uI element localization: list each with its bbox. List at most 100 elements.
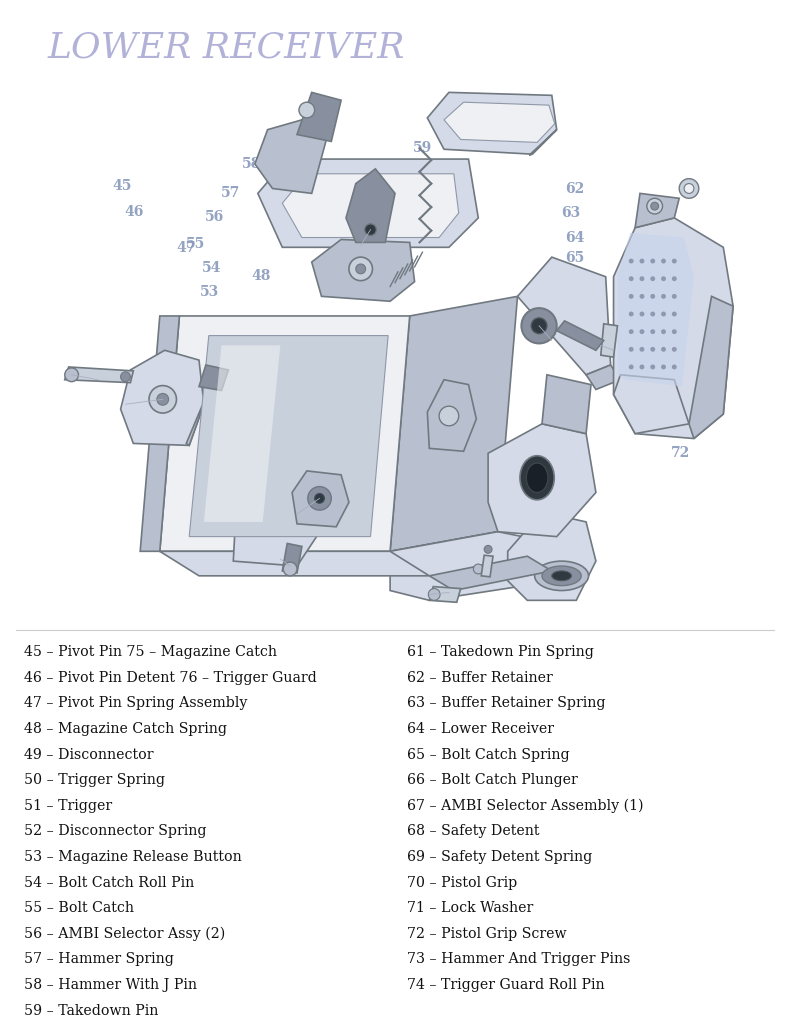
Circle shape	[672, 276, 677, 282]
Text: 55: 55	[186, 237, 205, 251]
Text: 54 – Bolt Catch Roll Pin: 54 – Bolt Catch Roll Pin	[24, 876, 194, 890]
Circle shape	[299, 102, 314, 118]
Polygon shape	[508, 512, 596, 600]
Text: LOWER RECEIVER: LOWER RECEIVER	[47, 31, 405, 65]
Text: 59: 59	[413, 141, 432, 156]
Circle shape	[640, 347, 645, 352]
Polygon shape	[233, 498, 317, 566]
Text: 49: 49	[172, 323, 191, 337]
Polygon shape	[140, 316, 179, 551]
Polygon shape	[488, 424, 596, 537]
Circle shape	[672, 311, 677, 316]
Circle shape	[672, 347, 677, 352]
Polygon shape	[204, 345, 280, 522]
Text: 53: 53	[200, 285, 219, 299]
Circle shape	[661, 259, 666, 263]
Text: 56: 56	[205, 210, 224, 224]
Text: 70: 70	[592, 359, 611, 374]
Polygon shape	[186, 404, 204, 445]
Polygon shape	[65, 367, 134, 383]
Text: 55 – Bolt Catch: 55 – Bolt Catch	[24, 901, 134, 915]
Ellipse shape	[520, 456, 555, 500]
Text: 63: 63	[561, 206, 580, 220]
Circle shape	[521, 308, 557, 343]
Circle shape	[661, 311, 666, 316]
Polygon shape	[292, 471, 349, 526]
Ellipse shape	[551, 571, 571, 581]
Text: 46: 46	[125, 205, 144, 219]
Polygon shape	[282, 544, 302, 572]
Text: 66: 66	[566, 271, 585, 286]
Circle shape	[629, 259, 634, 263]
Circle shape	[356, 264, 366, 273]
Text: 62: 62	[566, 182, 585, 197]
Polygon shape	[557, 321, 604, 350]
Text: 64 – Lower Receiver: 64 – Lower Receiver	[407, 722, 554, 736]
Text: 58 – Hammer With J Pin: 58 – Hammer With J Pin	[24, 978, 197, 992]
Text: 69: 69	[581, 336, 600, 350]
Polygon shape	[427, 380, 476, 452]
Polygon shape	[390, 531, 527, 575]
Text: 48 – Magazine Catch Spring: 48 – Magazine Catch Spring	[24, 722, 227, 736]
Text: 66 – Bolt Catch Plunger: 66 – Bolt Catch Plunger	[407, 773, 577, 787]
Text: 60: 60	[431, 165, 450, 179]
Text: 61 – Takedown Pin Spring: 61 – Takedown Pin Spring	[407, 645, 594, 659]
Text: 68: 68	[574, 312, 592, 327]
Circle shape	[650, 365, 655, 370]
Text: 69 – Safety Detent Spring: 69 – Safety Detent Spring	[407, 850, 592, 864]
Polygon shape	[199, 365, 228, 390]
Polygon shape	[427, 92, 557, 155]
Polygon shape	[586, 365, 620, 389]
Circle shape	[314, 494, 325, 503]
Text: 67: 67	[571, 292, 590, 306]
Polygon shape	[297, 92, 341, 141]
Circle shape	[672, 294, 677, 299]
Polygon shape	[312, 240, 415, 301]
Text: 61: 61	[455, 100, 474, 115]
Polygon shape	[614, 218, 733, 438]
Circle shape	[650, 347, 655, 352]
Text: 72 – Pistol Grip Screw: 72 – Pistol Grip Screw	[407, 927, 566, 941]
Polygon shape	[282, 174, 459, 238]
Text: 68 – Safety Detent: 68 – Safety Detent	[407, 824, 540, 839]
Polygon shape	[689, 296, 733, 438]
Polygon shape	[346, 169, 395, 243]
Circle shape	[661, 329, 666, 334]
Ellipse shape	[542, 566, 581, 586]
Circle shape	[661, 276, 666, 282]
Circle shape	[661, 347, 666, 352]
Circle shape	[650, 311, 655, 316]
Text: 57: 57	[221, 185, 240, 200]
Polygon shape	[390, 531, 557, 600]
Circle shape	[365, 224, 376, 236]
Circle shape	[428, 589, 440, 600]
Polygon shape	[160, 316, 410, 551]
Text: 65 – Bolt Catch Spring: 65 – Bolt Catch Spring	[407, 748, 570, 762]
Circle shape	[647, 199, 663, 214]
Circle shape	[629, 329, 634, 334]
Polygon shape	[189, 336, 388, 537]
Text: 64: 64	[566, 230, 585, 245]
Ellipse shape	[526, 463, 548, 493]
Text: 74 – Trigger Guard Roll Pin: 74 – Trigger Guard Roll Pin	[407, 978, 604, 992]
Circle shape	[640, 329, 645, 334]
Circle shape	[349, 257, 372, 281]
Circle shape	[629, 365, 634, 370]
Polygon shape	[255, 120, 326, 194]
Circle shape	[672, 259, 677, 263]
Circle shape	[284, 562, 297, 575]
Circle shape	[650, 276, 655, 282]
Polygon shape	[529, 130, 557, 156]
Text: 50: 50	[160, 351, 179, 366]
Polygon shape	[614, 375, 689, 433]
Polygon shape	[121, 350, 204, 445]
Text: 49 – Disconnector: 49 – Disconnector	[24, 748, 153, 762]
Circle shape	[672, 329, 677, 334]
Polygon shape	[429, 587, 461, 602]
Polygon shape	[258, 159, 478, 248]
Polygon shape	[390, 296, 517, 551]
Circle shape	[439, 407, 459, 426]
Text: 47: 47	[176, 241, 195, 255]
Text: 54: 54	[202, 261, 221, 275]
Polygon shape	[635, 194, 679, 227]
